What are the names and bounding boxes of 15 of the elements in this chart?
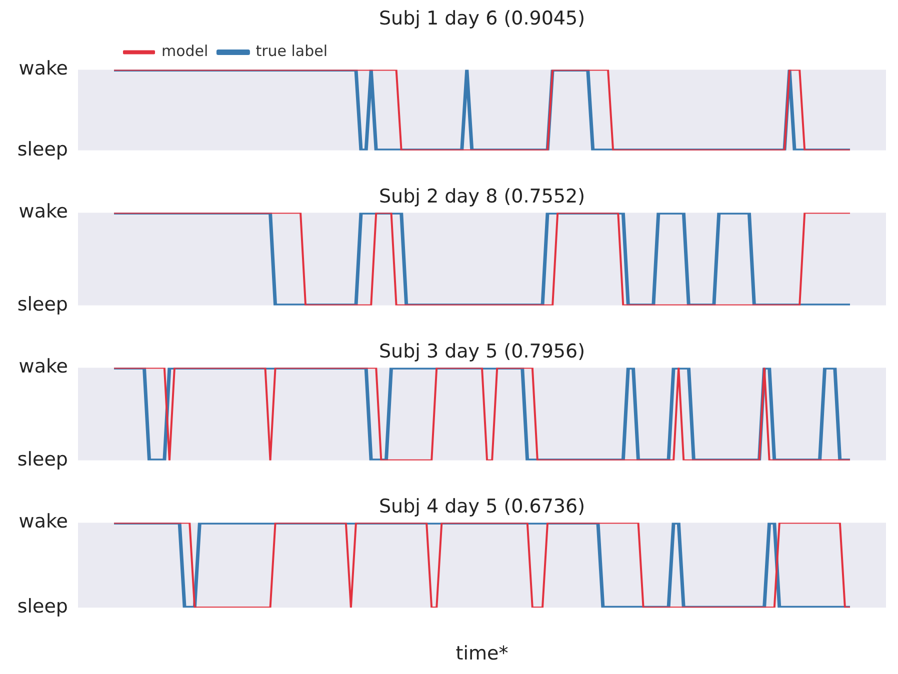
text: sleep	[17, 293, 68, 316]
text: wake	[18, 58, 68, 80]
legend-label: true label	[256, 42, 328, 60]
chart-title: Subj 4 day 5 (0.6736)	[378, 495, 586, 518]
chart-title: Subj 3 day 5 (0.7956)	[378, 340, 586, 362]
text: sleep	[17, 138, 68, 160]
text: wake	[18, 510, 68, 533]
text: wake	[18, 356, 68, 378]
chart-title: Subj 1 day 6 (0.9045)	[378, 7, 586, 30]
text: wake	[18, 200, 68, 223]
legend-label: model	[162, 42, 208, 60]
chart-title: Subj 2 day 8 (0.7552)	[378, 185, 586, 208]
text: sleep	[17, 448, 68, 470]
x-axis-title: time*	[456, 642, 508, 665]
text: sleep	[17, 596, 68, 618]
